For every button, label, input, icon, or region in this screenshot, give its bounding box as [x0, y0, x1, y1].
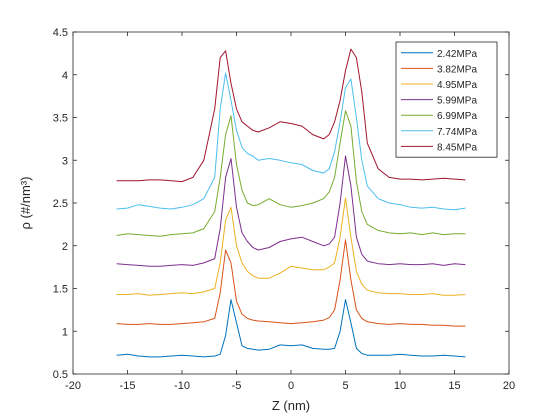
legend-label-0: 2.42MPa	[437, 49, 477, 60]
series-line-6	[116, 48, 466, 183]
x-tick-label: 20	[503, 380, 515, 392]
x-tick-label: 5	[342, 380, 348, 392]
series-line-3	[116, 155, 466, 267]
y-tick-label: 4	[62, 70, 68, 82]
y-axis-label: ρ (#/nm³)	[18, 177, 33, 230]
legend-label-2: 4.95MPa	[437, 80, 477, 91]
y-tick-label: 4.5	[53, 27, 68, 39]
y-tick-label: 2	[62, 241, 68, 253]
x-axis-label: Z (nm)	[272, 398, 310, 413]
x-tick-label: 15	[448, 380, 460, 392]
y-tick-label: 3.5	[53, 113, 68, 125]
legend-label-3: 5.99MPa	[437, 96, 477, 107]
series-line-1	[116, 239, 466, 327]
series-line-4	[116, 110, 466, 237]
y-tick-label: 3	[62, 155, 68, 167]
x-tick-label: -20	[65, 380, 81, 392]
x-tick-label: -5	[232, 380, 242, 392]
x-tick-label: -10	[174, 380, 190, 392]
legend: 2.42MPa 3.82MPa 4.95MPa 5.99MPa 6.99MPa 7.74M…	[395, 41, 498, 158]
y-tick-label: 0.5	[53, 369, 68, 381]
legend-label-5: 7.74MPa	[437, 127, 477, 138]
series-line-0	[116, 299, 466, 358]
axes-layer: -20 -15 -10 -5 0 5 10 15 20 0.5 1 1.5 2 2.5 3 3.5 4 4.5	[53, 27, 515, 392]
x-tick-label: 0	[288, 380, 294, 392]
legend-label-6: 8.45MPa	[437, 142, 477, 153]
series-layer	[116, 48, 466, 358]
x-tick-label: -15	[120, 380, 136, 392]
legend-label-1: 3.82MPa	[437, 64, 477, 75]
y-tick-label: 1	[62, 326, 68, 338]
legend-label-4: 6.99MPa	[437, 111, 477, 122]
series-line-2	[116, 197, 466, 296]
y-tick-label: 2.5	[53, 198, 68, 210]
series-line-5	[116, 72, 466, 211]
x-tick-label: 10	[394, 380, 406, 392]
y-tick-label: 1.5	[53, 284, 68, 296]
